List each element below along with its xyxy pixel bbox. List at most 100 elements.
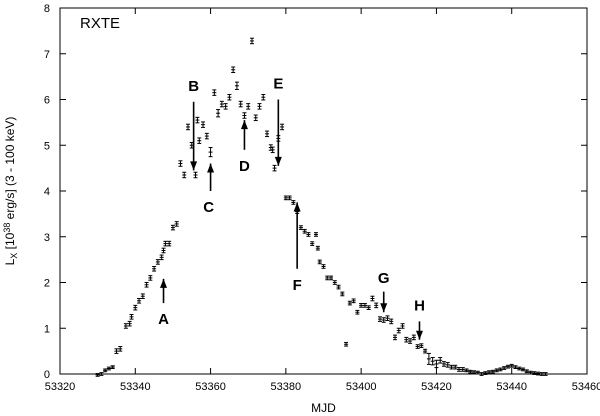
x-tick-label: 53460 [572, 381, 600, 393]
data-point [329, 275, 334, 281]
annotation-label: C [203, 199, 214, 216]
data-point [351, 298, 356, 304]
plot-frame [59, 7, 588, 375]
annotation-arrow-head [190, 161, 198, 171]
data-point [498, 367, 503, 372]
annotation-label: D [239, 158, 250, 175]
x-axis: 53320 53340 53360 53380 53400 53420 53440 53460 [45, 8, 600, 393]
data-point [321, 264, 326, 269]
y-axis-title-end: erg/s] (3 - 100 keV) [3, 117, 17, 223]
data-point [302, 228, 307, 234]
annotation-g: G [378, 270, 390, 313]
data-point [336, 284, 341, 290]
data-point [242, 112, 247, 119]
data-point [370, 295, 375, 302]
data-point [310, 241, 315, 246]
data-point [532, 371, 537, 375]
data-point [317, 259, 322, 265]
data-point [441, 361, 446, 367]
annotation-arrow-head [274, 156, 282, 166]
data-point [193, 171, 198, 179]
data-point [479, 372, 484, 376]
data-point [366, 305, 371, 310]
data-point [140, 293, 145, 300]
x-tick-label: 53360 [195, 381, 226, 393]
data-point [340, 291, 345, 297]
x-axis-title: MJD [311, 401, 336, 415]
x-tick-label: 53340 [120, 381, 151, 393]
data-point [283, 195, 288, 201]
data-point [137, 298, 142, 304]
annotation-arrow-head [240, 120, 248, 130]
data-point [490, 369, 495, 374]
annotation-arrow-head [293, 202, 301, 212]
data-point [127, 320, 132, 327]
data-point [123, 323, 128, 329]
data-point [362, 303, 367, 308]
data-point [404, 336, 409, 343]
data-point [381, 317, 386, 323]
data-point [359, 303, 364, 308]
annotation-b: B [188, 78, 199, 171]
data-point [212, 89, 217, 96]
data-point [438, 357, 443, 364]
data-point [385, 315, 390, 321]
x-tick-label: 53420 [421, 381, 452, 393]
data-point [449, 364, 454, 370]
data-point [95, 373, 100, 377]
data-point [539, 372, 544, 376]
data-point [457, 367, 462, 372]
data-point [423, 348, 428, 354]
data-point [483, 371, 488, 375]
data-point [315, 245, 320, 251]
y-tick-label: 3 [44, 232, 50, 244]
annotation-a: A [158, 278, 169, 328]
annotation-label: B [188, 78, 199, 95]
data-point [415, 344, 420, 349]
data-point [355, 309, 360, 315]
data-point [521, 367, 526, 372]
y-tick-label: 5 [44, 140, 50, 152]
annotation-e: E [273, 75, 283, 166]
data-point [374, 302, 379, 309]
data-point [487, 370, 492, 375]
data-point [536, 371, 541, 376]
data-point [216, 109, 221, 118]
data-point [238, 100, 243, 108]
data-point [272, 164, 277, 172]
data-point [270, 146, 275, 154]
x-tick-label: 53320 [45, 381, 76, 393]
data-point [178, 160, 183, 167]
annotation-f: F [293, 202, 302, 294]
data-point [197, 137, 202, 144]
data-point [118, 346, 123, 352]
annotation-label: G [378, 270, 390, 287]
data-point [291, 200, 296, 205]
data-point [411, 334, 416, 341]
annotation-arrow-head [380, 303, 388, 313]
data-point [513, 365, 518, 370]
data-point [332, 280, 337, 285]
y-axis-title-main: L [3, 258, 17, 265]
data-point [434, 359, 439, 369]
data-point [265, 130, 270, 138]
data-point [195, 116, 200, 124]
y-tick-label: 7 [44, 49, 50, 61]
data-point [430, 357, 435, 366]
data-point [543, 372, 548, 376]
annotation-label: A [158, 311, 169, 328]
annotation-label: E [273, 75, 283, 92]
data-point [223, 103, 228, 110]
data-point [103, 368, 108, 373]
data-point [159, 254, 164, 261]
data-point [389, 318, 394, 325]
data-point [298, 225, 303, 230]
data-point [231, 66, 236, 74]
data-point [185, 123, 190, 131]
x-tick-label: 53400 [346, 381, 377, 393]
data-point [106, 366, 111, 371]
data-point [453, 364, 458, 370]
data-point [253, 114, 258, 122]
data-point [219, 100, 224, 108]
